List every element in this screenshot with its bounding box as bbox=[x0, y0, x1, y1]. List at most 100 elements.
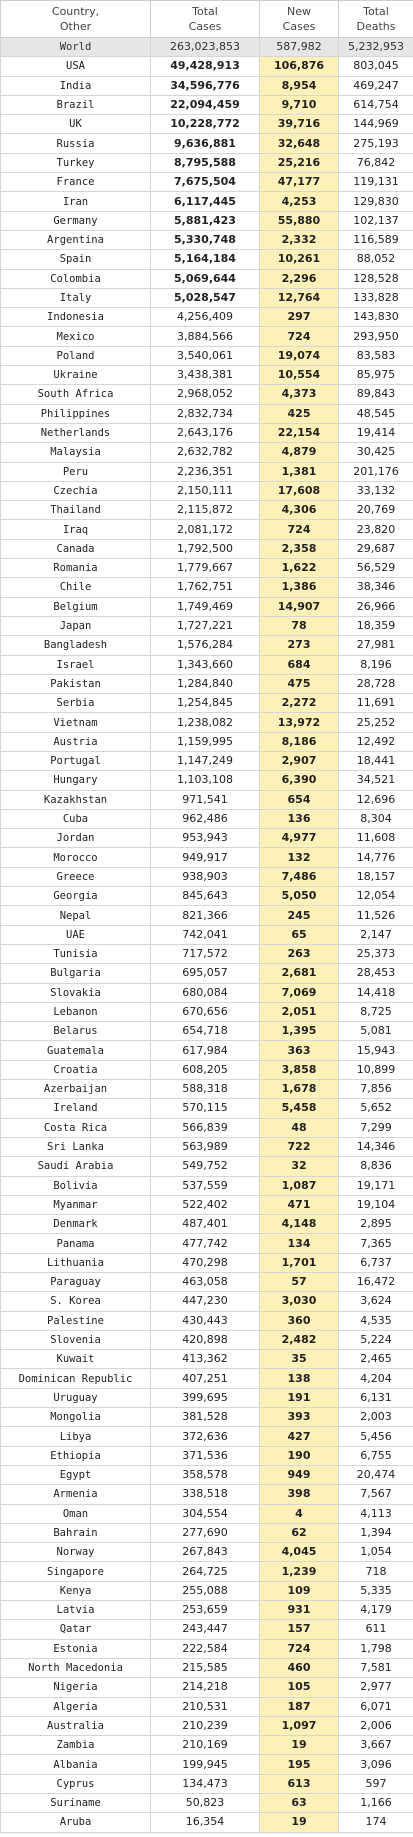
header-total-cases[interactable]: Total Cases bbox=[150, 0, 260, 38]
country-cell[interactable]: UK bbox=[0, 114, 151, 135]
country-cell[interactable]: Mexico bbox=[0, 326, 151, 347]
country-cell[interactable]: Serbia bbox=[0, 693, 151, 714]
country-cell[interactable]: Algeria bbox=[0, 1696, 151, 1717]
header-new-cases[interactable]: New Cases bbox=[259, 0, 339, 38]
country-cell[interactable]: Netherlands bbox=[0, 422, 151, 444]
country-cell[interactable]: Hungary bbox=[0, 770, 151, 791]
country-cell[interactable]: Poland bbox=[0, 345, 151, 367]
country-cell[interactable]: Ukraine bbox=[0, 365, 151, 386]
country-cell[interactable]: Iraq bbox=[0, 519, 151, 540]
country-cell[interactable]: Germany bbox=[0, 210, 151, 231]
country-cell[interactable]: Saudi Arabia bbox=[0, 1156, 151, 1177]
country-cell[interactable]: Slovakia bbox=[0, 982, 151, 1003]
country-cell[interactable]: Belgium bbox=[0, 596, 151, 617]
country-cell[interactable]: Aruba bbox=[0, 1812, 151, 1833]
country-cell[interactable]: UAE bbox=[0, 924, 151, 945]
country-cell[interactable]: Lithuania bbox=[0, 1252, 151, 1274]
country-cell[interactable]: Zambia bbox=[0, 1735, 151, 1756]
country-cell[interactable]: Latvia bbox=[0, 1600, 151, 1621]
country-cell[interactable]: Iran bbox=[0, 191, 151, 212]
country-cell[interactable]: Portugal bbox=[0, 750, 151, 772]
country-cell[interactable]: Panama bbox=[0, 1233, 151, 1254]
country-cell[interactable]: Greece bbox=[0, 866, 151, 888]
country-cell[interactable]: South Africa bbox=[0, 384, 151, 405]
country-cell[interactable]: Lebanon bbox=[0, 1001, 151, 1023]
country-cell[interactable]: Croatia bbox=[0, 1059, 151, 1081]
country-cell[interactable]: Cyprus bbox=[0, 1773, 151, 1795]
country-cell[interactable]: Romania bbox=[0, 558, 151, 579]
country-cell[interactable]: Kenya bbox=[0, 1580, 151, 1602]
country-cell[interactable]: Mongolia bbox=[0, 1407, 151, 1428]
country-cell[interactable]: Sri Lanka bbox=[0, 1136, 151, 1158]
table-row: Bulgaria 695,057 2,681 28,453 bbox=[0, 963, 413, 984]
country-cell[interactable]: Canada bbox=[0, 538, 151, 560]
country-cell[interactable]: Belarus bbox=[0, 1021, 151, 1042]
country-cell[interactable]: Suriname bbox=[0, 1793, 151, 1814]
country-cell[interactable]: Israel bbox=[0, 654, 151, 675]
country-cell[interactable]: Nepal bbox=[0, 905, 151, 926]
country-cell[interactable]: USA bbox=[0, 56, 151, 77]
country-cell[interactable]: Pakistan bbox=[0, 673, 151, 695]
country-cell[interactable]: Kazakhstan bbox=[0, 789, 151, 810]
country-cell[interactable]: Nigeria bbox=[0, 1677, 151, 1698]
country-cell[interactable]: Chile bbox=[0, 577, 151, 598]
country-cell[interactable]: Qatar bbox=[0, 1619, 151, 1640]
country-cell[interactable]: Russia bbox=[0, 133, 151, 154]
country-cell[interactable]: Bulgaria bbox=[0, 963, 151, 984]
country-cell[interactable]: Philippines bbox=[0, 403, 151, 424]
country-cell[interactable]: Libya bbox=[0, 1426, 151, 1447]
country-cell[interactable]: France bbox=[0, 172, 151, 193]
header-total-deaths[interactable]: Total Deaths bbox=[338, 0, 413, 38]
country-cell[interactable]: Kuwait bbox=[0, 1349, 151, 1370]
country-cell[interactable]: Indonesia bbox=[0, 307, 151, 328]
country-cell[interactable]: Austria bbox=[0, 731, 151, 752]
country-cell[interactable]: Jordan bbox=[0, 828, 151, 849]
country-cell[interactable]: North Macedonia bbox=[0, 1657, 151, 1679]
country-cell[interactable]: Vietnam bbox=[0, 712, 151, 733]
country-cell[interactable]: Ireland bbox=[0, 1098, 151, 1119]
country-cell[interactable]: Japan bbox=[0, 615, 151, 637]
country-cell[interactable]: Bangladesh bbox=[0, 635, 151, 656]
country-cell[interactable]: Albania bbox=[0, 1754, 151, 1775]
country-cell[interactable]: Spain bbox=[0, 249, 151, 270]
table-row: Serbia 1,254,845 2,272 11,691 bbox=[0, 693, 413, 714]
total-deaths-cell: 4,204 bbox=[338, 1368, 413, 1389]
country-cell[interactable]: Thailand bbox=[0, 500, 151, 521]
country-cell[interactable]: Norway bbox=[0, 1542, 151, 1563]
country-cell[interactable]: Myanmar bbox=[0, 1194, 151, 1216]
country-cell[interactable]: Denmark bbox=[0, 1214, 151, 1235]
country-cell[interactable]: Costa Rica bbox=[0, 1117, 151, 1138]
country-cell[interactable]: Bahrain bbox=[0, 1522, 151, 1544]
country-cell[interactable]: India bbox=[0, 75, 151, 96]
country-cell[interactable]: Morocco bbox=[0, 847, 151, 868]
country-cell[interactable]: Italy bbox=[0, 287, 151, 309]
country-cell[interactable]: Egypt bbox=[0, 1464, 151, 1486]
country-cell[interactable]: Cuba bbox=[0, 808, 151, 830]
country-cell[interactable]: Peru bbox=[0, 461, 151, 482]
country-cell[interactable]: Georgia bbox=[0, 886, 151, 907]
country-cell[interactable]: Australia bbox=[0, 1715, 151, 1737]
country-cell[interactable]: Ethiopia bbox=[0, 1445, 151, 1466]
country-cell[interactable]: Czechia bbox=[0, 480, 151, 502]
country-cell[interactable]: Estonia bbox=[0, 1638, 151, 1659]
country-cell[interactable]: Oman bbox=[0, 1503, 151, 1524]
country-cell[interactable]: Uruguay bbox=[0, 1387, 151, 1409]
country-cell[interactable]: Colombia bbox=[0, 268, 151, 289]
country-cell[interactable]: Azerbaijan bbox=[0, 1079, 151, 1100]
country-cell[interactable]: Dominican Republic bbox=[0, 1368, 151, 1389]
country-cell[interactable]: Argentina bbox=[0, 229, 151, 251]
country-cell[interactable]: Singapore bbox=[0, 1561, 151, 1582]
country-cell[interactable]: Slovenia bbox=[0, 1329, 151, 1351]
country-cell[interactable]: Tunisia bbox=[0, 943, 151, 965]
new-cases-cell: 78 bbox=[259, 615, 339, 637]
country-cell[interactable]: Paraguay bbox=[0, 1271, 151, 1293]
country-cell[interactable]: Brazil bbox=[0, 94, 151, 116]
country-cell[interactable]: Palestine bbox=[0, 1310, 151, 1331]
header-country-other[interactable]: Country, Other bbox=[0, 0, 151, 38]
country-cell[interactable]: Turkey bbox=[0, 152, 151, 174]
country-cell[interactable]: Guatemala bbox=[0, 1040, 151, 1061]
country-cell[interactable]: S. Korea bbox=[0, 1291, 151, 1312]
country-cell[interactable]: Armenia bbox=[0, 1484, 151, 1505]
country-cell[interactable]: Bolivia bbox=[0, 1175, 151, 1196]
country-cell[interactable]: Malaysia bbox=[0, 442, 151, 463]
